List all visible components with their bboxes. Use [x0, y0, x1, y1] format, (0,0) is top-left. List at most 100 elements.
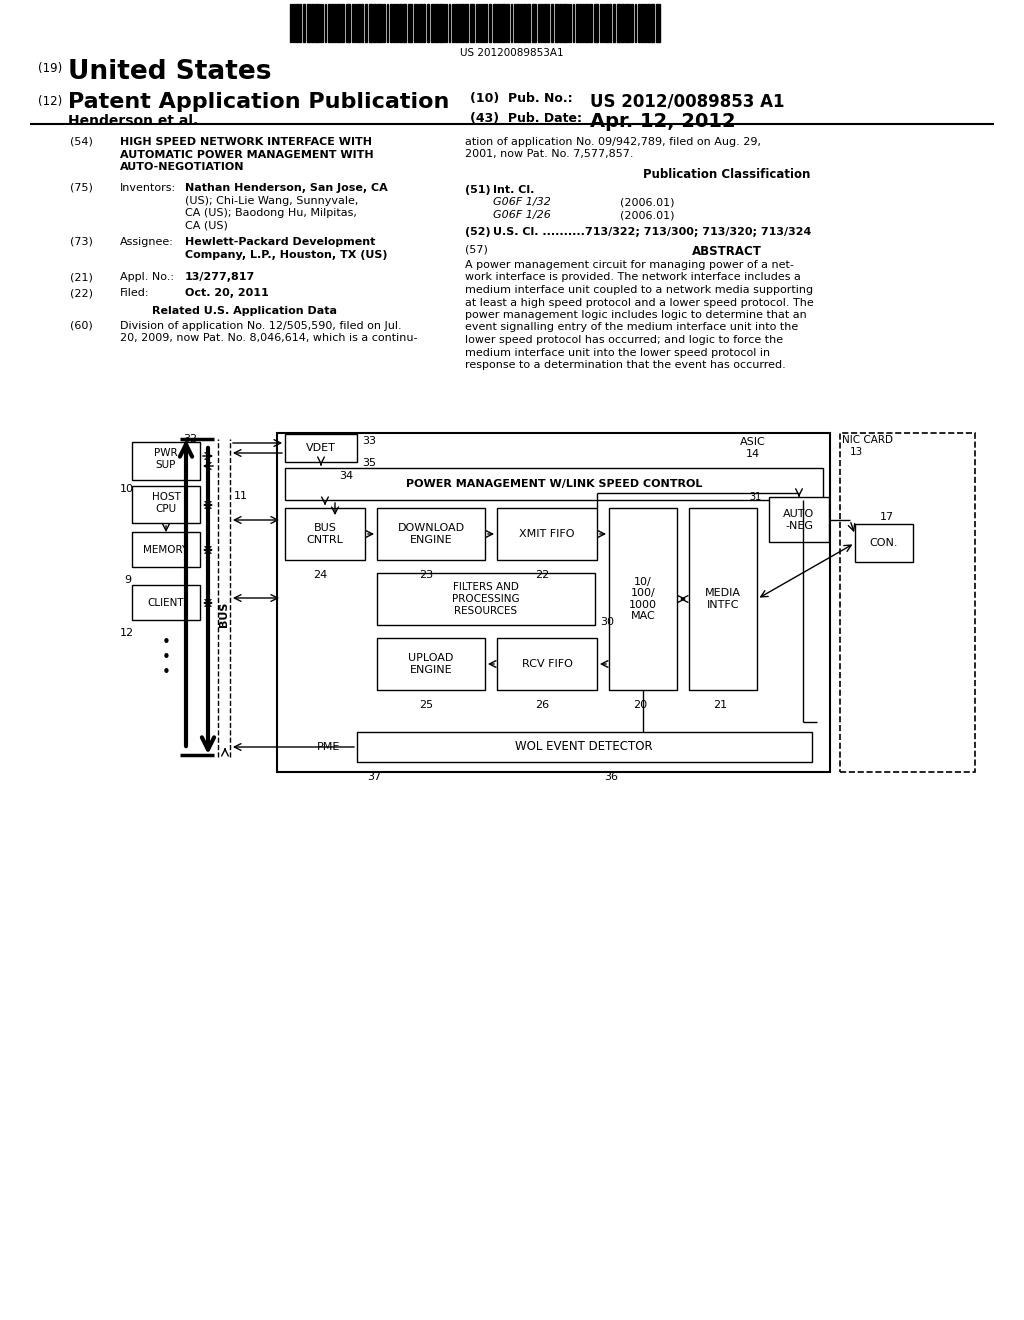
Bar [377, 4, 381, 42]
Text: medium interface unit coupled to a network media supporting: medium interface unit coupled to a netwo… [465, 285, 813, 294]
Text: Oct. 20, 2011: Oct. 20, 2011 [185, 288, 268, 298]
Bar [594, 4, 598, 42]
Bar [621, 4, 624, 42]
Text: power management logic includes logic to determine that an: power management logic includes logic to… [465, 310, 807, 319]
Text: PME: PME [317, 742, 340, 752]
Text: (10)  Pub. No.:: (10) Pub. No.: [470, 92, 572, 106]
FancyBboxPatch shape [132, 532, 200, 568]
Bar [334, 4, 336, 42]
Text: 35: 35 [362, 458, 376, 469]
Bar [489, 4, 490, 42]
Text: WOL EVENT DETECTOR: WOL EVENT DETECTOR [515, 741, 653, 754]
Text: Apr. 12, 2012: Apr. 12, 2012 [590, 112, 735, 131]
Bar [606, 4, 608, 42]
Text: Related U.S. Application Data: Related U.S. Application Data [153, 306, 338, 315]
Text: (75): (75) [70, 183, 93, 193]
Text: lower speed protocol has occurred; and logic to force the: lower speed protocol has occurred; and l… [465, 335, 783, 345]
Bar [532, 4, 536, 42]
FancyBboxPatch shape [377, 508, 485, 560]
Bar [337, 4, 340, 42]
Bar [373, 4, 376, 42]
Text: Int. Cl.: Int. Cl. [493, 185, 535, 195]
Text: (US); Chi-Lie Wang, Sunnyvale,: (US); Chi-Lie Wang, Sunnyvale, [185, 195, 358, 206]
Bar [341, 4, 344, 42]
Text: medium interface unit into the lower speed protocol in: medium interface unit into the lower spe… [465, 347, 770, 358]
Text: MEDIA
INTFC: MEDIA INTFC [705, 589, 741, 610]
Text: Henderson et al.: Henderson et al. [68, 114, 199, 128]
Bar [303, 4, 305, 42]
Bar [559, 4, 562, 42]
FancyBboxPatch shape [132, 442, 200, 480]
Text: HOST
CPU: HOST CPU [152, 492, 180, 513]
Text: G06F 1/32: G06F 1/32 [493, 198, 551, 207]
Text: HIGH SPEED NETWORK INTERFACE WITH: HIGH SPEED NETWORK INTERFACE WITH [120, 137, 372, 147]
Bar [482, 4, 484, 42]
Text: Nathan Henderson, San Jose, CA: Nathan Henderson, San Jose, CA [185, 183, 388, 193]
Text: 25: 25 [419, 700, 433, 710]
Bar [651, 4, 654, 42]
Text: AUTOMATIC POWER MANAGEMENT WITH: AUTOMATIC POWER MANAGEMENT WITH [120, 149, 374, 160]
Text: (73): (73) [70, 238, 93, 247]
Text: ABSTRACT: ABSTRACT [692, 246, 762, 257]
Text: BUS: BUS [219, 602, 229, 627]
Text: 10/
100/
1000
MAC: 10/ 100/ 1000 MAC [629, 577, 657, 622]
Text: 2001, now Pat. No. 7,577,857.: 2001, now Pat. No. 7,577,857. [465, 149, 634, 160]
Bar [408, 4, 412, 42]
Text: •: • [162, 649, 170, 665]
Bar [582, 4, 584, 42]
FancyBboxPatch shape [132, 585, 200, 620]
Text: FILTERS AND
PROCESSING
RESOURCES: FILTERS AND PROCESSING RESOURCES [453, 582, 520, 615]
Bar [523, 4, 526, 42]
Text: •: • [162, 635, 170, 649]
Bar [609, 4, 611, 42]
FancyBboxPatch shape [132, 486, 200, 523]
Text: (2006.01): (2006.01) [620, 198, 675, 207]
Text: 10: 10 [120, 484, 134, 494]
Bar [544, 4, 546, 42]
Text: 32: 32 [183, 434, 198, 444]
Bar [547, 4, 549, 42]
Text: (2006.01): (2006.01) [620, 210, 675, 220]
Text: Publication Classification: Publication Classification [643, 168, 811, 181]
Text: 11: 11 [234, 491, 248, 502]
Bar [625, 4, 629, 42]
Text: 26: 26 [535, 700, 549, 710]
Bar [458, 4, 460, 42]
Text: 20: 20 [633, 700, 647, 710]
Bar [361, 4, 362, 42]
Bar [369, 4, 372, 42]
Bar [358, 4, 360, 42]
Text: MEMORY: MEMORY [143, 545, 188, 554]
Bar [585, 4, 588, 42]
Bar [420, 4, 422, 42]
Text: 22: 22 [535, 570, 549, 579]
Text: US 20120089853A1: US 20120089853A1 [460, 48, 564, 58]
Bar [390, 4, 392, 42]
Text: Filed:: Filed: [120, 288, 150, 298]
Bar [497, 4, 500, 42]
Text: 20, 2009, now Pat. No. 8,046,614, which is a continu-: 20, 2009, now Pat. No. 8,046,614, which … [120, 334, 418, 343]
Bar [527, 4, 530, 42]
Text: 13/277,817: 13/277,817 [185, 272, 255, 282]
Text: VDET: VDET [306, 444, 336, 453]
Bar [455, 4, 457, 42]
Bar [452, 4, 454, 42]
Bar [328, 4, 330, 42]
FancyBboxPatch shape [840, 433, 975, 772]
FancyBboxPatch shape [285, 508, 365, 560]
Text: G06F 1/26: G06F 1/26 [493, 210, 551, 220]
FancyBboxPatch shape [769, 498, 829, 543]
Text: (54): (54) [70, 137, 93, 147]
Bar [393, 4, 395, 42]
FancyBboxPatch shape [855, 524, 913, 562]
Text: Division of application No. 12/505,590, filed on Jul.: Division of application No. 12/505,590, … [120, 321, 401, 331]
Text: ASIC: ASIC [740, 437, 766, 447]
FancyBboxPatch shape [689, 508, 757, 690]
Text: Appl. No.:: Appl. No.: [120, 272, 174, 282]
Bar [396, 4, 398, 42]
Text: event signalling entry of the medium interface unit into the: event signalling entry of the medium int… [465, 322, 799, 333]
Text: 713/322; 713/300; 713/320; 713/324: 713/322; 713/300; 713/320; 713/324 [585, 227, 811, 238]
Bar [427, 4, 429, 42]
Text: Hewlett-Packard Development: Hewlett-Packard Development [185, 238, 376, 247]
Bar [644, 4, 646, 42]
